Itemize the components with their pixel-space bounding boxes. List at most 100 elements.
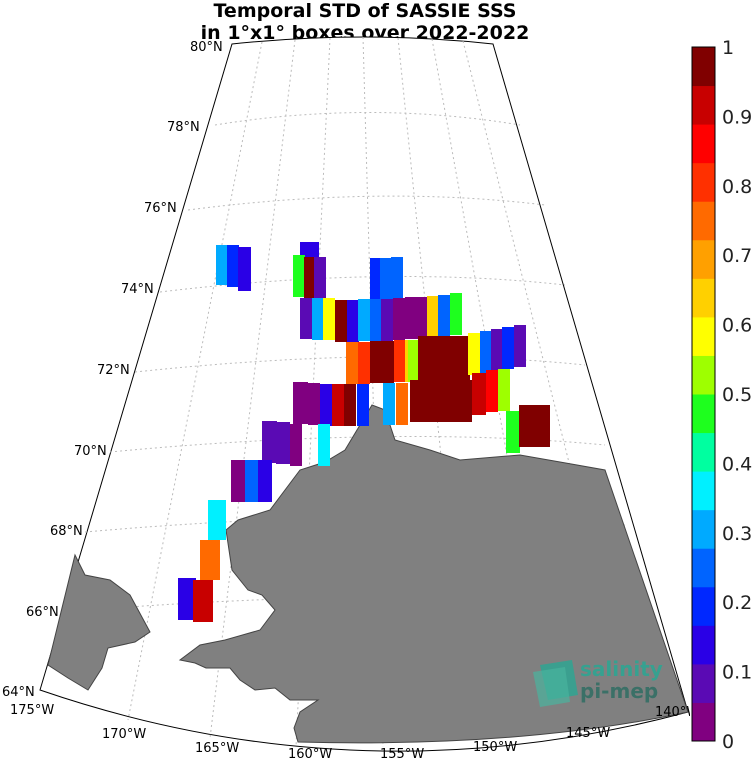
- colorbar-block: [692, 509, 715, 549]
- std-box: [238, 247, 251, 291]
- std-box: [370, 299, 382, 341]
- std-box: [344, 384, 356, 426]
- std-box: [491, 329, 503, 371]
- colorbar-tick-label: 0.2: [722, 592, 752, 614]
- std-box: [178, 578, 196, 620]
- std-box: [427, 296, 439, 338]
- pi-mep-logo-mark: [533, 660, 578, 707]
- std-box: [408, 340, 420, 382]
- colorbar-block: [692, 239, 715, 279]
- std-box: [370, 341, 382, 383]
- std-box: [410, 380, 472, 422]
- std-box: [358, 342, 370, 384]
- colorbar-block: [692, 548, 715, 588]
- lon-label-175: 175°W: [10, 703, 54, 718]
- std-box: [318, 424, 330, 466]
- std-box: [314, 257, 326, 299]
- lat-label-76: 76°N: [144, 201, 177, 216]
- std-box: [514, 325, 526, 367]
- colorbar-block: [692, 432, 715, 472]
- map-title: Temporal STD of SASSIE SSS in 1°x1° boxe…: [0, 0, 730, 44]
- title-line-2: in 1°x1° boxes over 2022-2022: [200, 22, 530, 44]
- colorbar-block: [692, 85, 715, 125]
- colorbar-block: [692, 124, 715, 164]
- lat-label-64: 64°N: [2, 685, 35, 700]
- pi-mep-logo: salinity pi-mep: [580, 658, 663, 702]
- std-box: [290, 424, 302, 466]
- lat-label-68: 68°N: [50, 524, 83, 539]
- colorbar-tick-label: 0.6: [722, 315, 752, 337]
- std-box: [381, 299, 393, 341]
- std-box: [394, 340, 406, 382]
- std-box: [227, 245, 239, 287]
- std-box: [396, 383, 408, 425]
- std-box: [370, 258, 381, 300]
- std-box: [312, 298, 324, 340]
- std-box: [231, 460, 246, 502]
- colorbar-tick-label: 0: [722, 731, 734, 753]
- std-box: [262, 421, 277, 463]
- lat-label-66: 66°N: [26, 605, 59, 620]
- colorbar-tick-label: 0.8: [722, 176, 752, 198]
- std-box: [357, 384, 369, 426]
- std-box: [393, 298, 405, 340]
- colorbar-tick-label: 0.3: [722, 523, 752, 545]
- colorbar-tick-label: 0.4: [722, 453, 752, 475]
- std-box: [405, 297, 417, 339]
- colorbar-blocks: [692, 47, 715, 742]
- colorbar-tick-labels: 00.10.20.30.40.50.60.70.80.91: [722, 37, 752, 753]
- colorbar-tick-label: 0.1: [722, 662, 752, 684]
- lon-label-145: 145°W: [566, 726, 610, 741]
- std-box: [346, 342, 358, 384]
- std-box: [480, 331, 492, 373]
- std-box: [300, 298, 313, 339]
- lon-label-155: 155°W: [380, 747, 424, 760]
- std-box: [502, 327, 514, 369]
- lat-label-78: 78°N: [167, 120, 200, 135]
- lat-label-72: 72°N: [97, 363, 130, 378]
- lon-label-140: 140°W: [655, 705, 690, 720]
- std-box: [358, 299, 370, 341]
- colorbar-block: [692, 201, 715, 241]
- std-box: [472, 373, 486, 415]
- latitude-labels: 80°N 78°N 76°N 74°N 72°N 70°N 68°N 66°N …: [2, 40, 223, 700]
- std-box: [208, 500, 226, 540]
- std-box: [519, 405, 550, 447]
- colorbar-block: [692, 162, 715, 202]
- polar-map: 80°N 78°N 76°N 74°N 72°N 70°N 68°N 66°N …: [2, 36, 690, 760]
- std-box: [506, 411, 520, 453]
- std-box: [382, 341, 394, 383]
- std-box: [216, 245, 229, 285]
- colorbar-block: [692, 47, 715, 87]
- std-box: [323, 298, 335, 340]
- std-box: [498, 369, 510, 411]
- std-box: [383, 383, 395, 425]
- std-box: [293, 255, 305, 297]
- std-box: [335, 300, 347, 342]
- colorbar-block: [692, 471, 715, 511]
- std-box: [332, 384, 344, 426]
- longitude-labels: 175°W 170°W 165°W 160°W 155°W 150°W 145°…: [10, 703, 690, 760]
- colorbar-tick-label: 0.5: [722, 384, 752, 406]
- std-box: [258, 460, 272, 502]
- colorbar-block: [692, 625, 715, 665]
- std-box: [200, 540, 220, 580]
- colorbar-block: [692, 278, 715, 318]
- std-box: [347, 300, 359, 342]
- lat-label-70: 70°N: [74, 444, 107, 459]
- std-box: [418, 336, 470, 384]
- land-alaska: [178, 404, 689, 744]
- lon-label-150: 150°W: [473, 740, 517, 755]
- std-box: [193, 580, 213, 622]
- std-box: [245, 460, 258, 502]
- colorbar-block: [692, 394, 715, 434]
- std-box: [276, 422, 290, 464]
- colorbar-tick-label: 0.9: [722, 106, 752, 128]
- std-box: [320, 384, 332, 426]
- lat-label-74: 74°N: [121, 282, 154, 297]
- lon-label-160: 160°W: [288, 747, 332, 760]
- lon-label-170: 170°W: [102, 727, 146, 742]
- std-box: [486, 370, 498, 412]
- std-box: [438, 295, 450, 337]
- colorbar-block: [692, 702, 715, 742]
